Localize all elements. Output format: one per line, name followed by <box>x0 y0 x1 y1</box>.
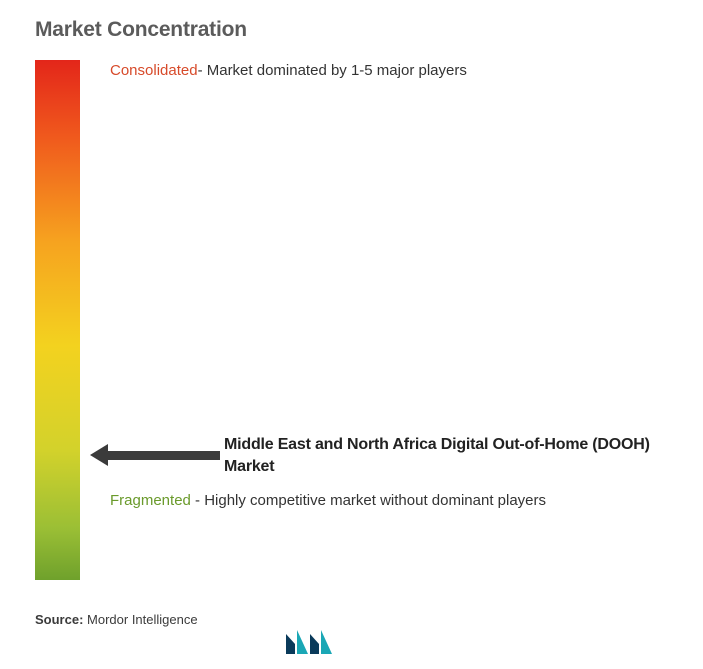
mordor-logo-icon <box>284 626 334 656</box>
source-name: Mordor Intelligence <box>87 612 198 627</box>
consolidated-key: Consolidated <box>110 62 198 79</box>
marker-arrow <box>90 444 220 466</box>
consolidated-label: Consolidated- Market dominated by 1-5 ma… <box>110 62 467 79</box>
page-title: Market Concentration <box>35 18 247 42</box>
fragmented-label: Fragmented - Highly competitive market w… <box>110 486 580 516</box>
consolidated-text: - Market dominated by 1-5 major players <box>198 62 467 79</box>
fragmented-key: Fragmented <box>110 492 191 509</box>
concentration-gradient-bar <box>35 60 80 580</box>
fragmented-text: - Highly competitive market without domi… <box>191 492 546 509</box>
source-attribution: Source: Mordor Intelligence <box>35 612 198 627</box>
arrow-shaft <box>105 451 220 460</box>
market-name-label: Middle East and North Africa Digital Out… <box>224 434 664 477</box>
source-prefix: Source: <box>35 612 83 627</box>
